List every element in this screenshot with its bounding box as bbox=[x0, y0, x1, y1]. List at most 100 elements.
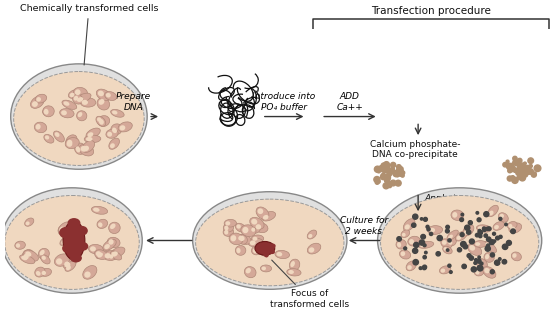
Circle shape bbox=[381, 163, 387, 168]
Ellipse shape bbox=[488, 205, 499, 217]
Ellipse shape bbox=[60, 235, 74, 246]
Ellipse shape bbox=[307, 243, 321, 254]
Ellipse shape bbox=[99, 119, 104, 125]
Ellipse shape bbox=[44, 109, 49, 115]
Circle shape bbox=[474, 262, 477, 264]
Ellipse shape bbox=[59, 227, 64, 232]
Ellipse shape bbox=[250, 241, 255, 245]
Circle shape bbox=[490, 253, 495, 257]
Circle shape bbox=[517, 163, 524, 169]
Circle shape bbox=[384, 178, 389, 183]
Ellipse shape bbox=[489, 211, 494, 215]
Ellipse shape bbox=[225, 221, 230, 225]
Ellipse shape bbox=[63, 221, 85, 260]
Ellipse shape bbox=[86, 128, 100, 138]
Circle shape bbox=[510, 164, 514, 168]
Ellipse shape bbox=[500, 214, 504, 218]
Circle shape bbox=[421, 235, 425, 239]
Circle shape bbox=[384, 175, 388, 179]
Circle shape bbox=[480, 262, 483, 265]
Ellipse shape bbox=[98, 252, 103, 257]
Circle shape bbox=[383, 165, 389, 171]
Circle shape bbox=[379, 166, 382, 169]
Circle shape bbox=[448, 264, 451, 267]
Circle shape bbox=[486, 227, 490, 230]
Circle shape bbox=[534, 172, 536, 174]
Ellipse shape bbox=[64, 101, 69, 106]
Ellipse shape bbox=[404, 224, 410, 230]
Ellipse shape bbox=[40, 268, 52, 276]
Circle shape bbox=[447, 249, 449, 251]
Ellipse shape bbox=[235, 246, 246, 255]
Ellipse shape bbox=[308, 234, 312, 238]
Ellipse shape bbox=[35, 267, 45, 277]
Circle shape bbox=[423, 256, 427, 259]
Circle shape bbox=[414, 242, 419, 247]
Circle shape bbox=[478, 230, 481, 232]
Circle shape bbox=[476, 212, 479, 214]
Circle shape bbox=[437, 236, 443, 241]
Circle shape bbox=[514, 159, 520, 165]
Circle shape bbox=[423, 217, 427, 221]
Ellipse shape bbox=[93, 208, 100, 212]
Circle shape bbox=[503, 162, 507, 167]
Circle shape bbox=[413, 260, 418, 265]
Circle shape bbox=[513, 156, 517, 160]
Ellipse shape bbox=[15, 241, 25, 249]
Circle shape bbox=[499, 258, 501, 260]
Circle shape bbox=[506, 160, 509, 163]
Ellipse shape bbox=[55, 132, 59, 137]
Ellipse shape bbox=[248, 238, 263, 247]
Ellipse shape bbox=[111, 109, 124, 117]
Ellipse shape bbox=[238, 234, 251, 244]
Ellipse shape bbox=[266, 247, 275, 254]
Ellipse shape bbox=[397, 242, 401, 247]
Ellipse shape bbox=[75, 143, 85, 154]
Ellipse shape bbox=[276, 252, 283, 257]
Circle shape bbox=[396, 167, 403, 174]
Ellipse shape bbox=[485, 242, 491, 247]
Ellipse shape bbox=[84, 271, 91, 278]
Circle shape bbox=[521, 166, 523, 168]
Circle shape bbox=[448, 239, 451, 242]
Circle shape bbox=[460, 218, 464, 222]
Ellipse shape bbox=[256, 207, 269, 219]
Ellipse shape bbox=[509, 224, 512, 228]
Ellipse shape bbox=[60, 109, 74, 118]
Ellipse shape bbox=[54, 254, 70, 266]
Ellipse shape bbox=[36, 97, 41, 102]
Circle shape bbox=[524, 162, 526, 165]
Ellipse shape bbox=[420, 244, 426, 247]
Circle shape bbox=[423, 244, 426, 247]
Ellipse shape bbox=[16, 243, 20, 248]
Ellipse shape bbox=[110, 143, 115, 148]
Ellipse shape bbox=[43, 106, 54, 117]
Ellipse shape bbox=[242, 227, 248, 233]
Ellipse shape bbox=[263, 249, 269, 257]
Ellipse shape bbox=[75, 89, 80, 95]
Ellipse shape bbox=[43, 107, 53, 116]
Ellipse shape bbox=[62, 100, 76, 109]
Ellipse shape bbox=[66, 266, 71, 270]
Ellipse shape bbox=[73, 95, 83, 104]
Ellipse shape bbox=[70, 93, 75, 97]
Ellipse shape bbox=[464, 230, 469, 235]
Ellipse shape bbox=[96, 116, 106, 126]
Circle shape bbox=[478, 256, 480, 258]
Ellipse shape bbox=[494, 225, 499, 229]
Circle shape bbox=[531, 172, 536, 177]
Circle shape bbox=[484, 212, 489, 217]
Circle shape bbox=[384, 176, 390, 182]
Ellipse shape bbox=[112, 111, 117, 115]
Ellipse shape bbox=[35, 94, 47, 103]
Ellipse shape bbox=[44, 110, 48, 114]
Circle shape bbox=[422, 266, 426, 270]
Ellipse shape bbox=[91, 206, 107, 214]
Ellipse shape bbox=[111, 124, 122, 135]
Circle shape bbox=[458, 248, 461, 252]
Ellipse shape bbox=[258, 247, 269, 256]
Circle shape bbox=[515, 168, 519, 172]
Ellipse shape bbox=[107, 132, 112, 137]
Ellipse shape bbox=[251, 219, 257, 225]
Circle shape bbox=[387, 169, 389, 171]
